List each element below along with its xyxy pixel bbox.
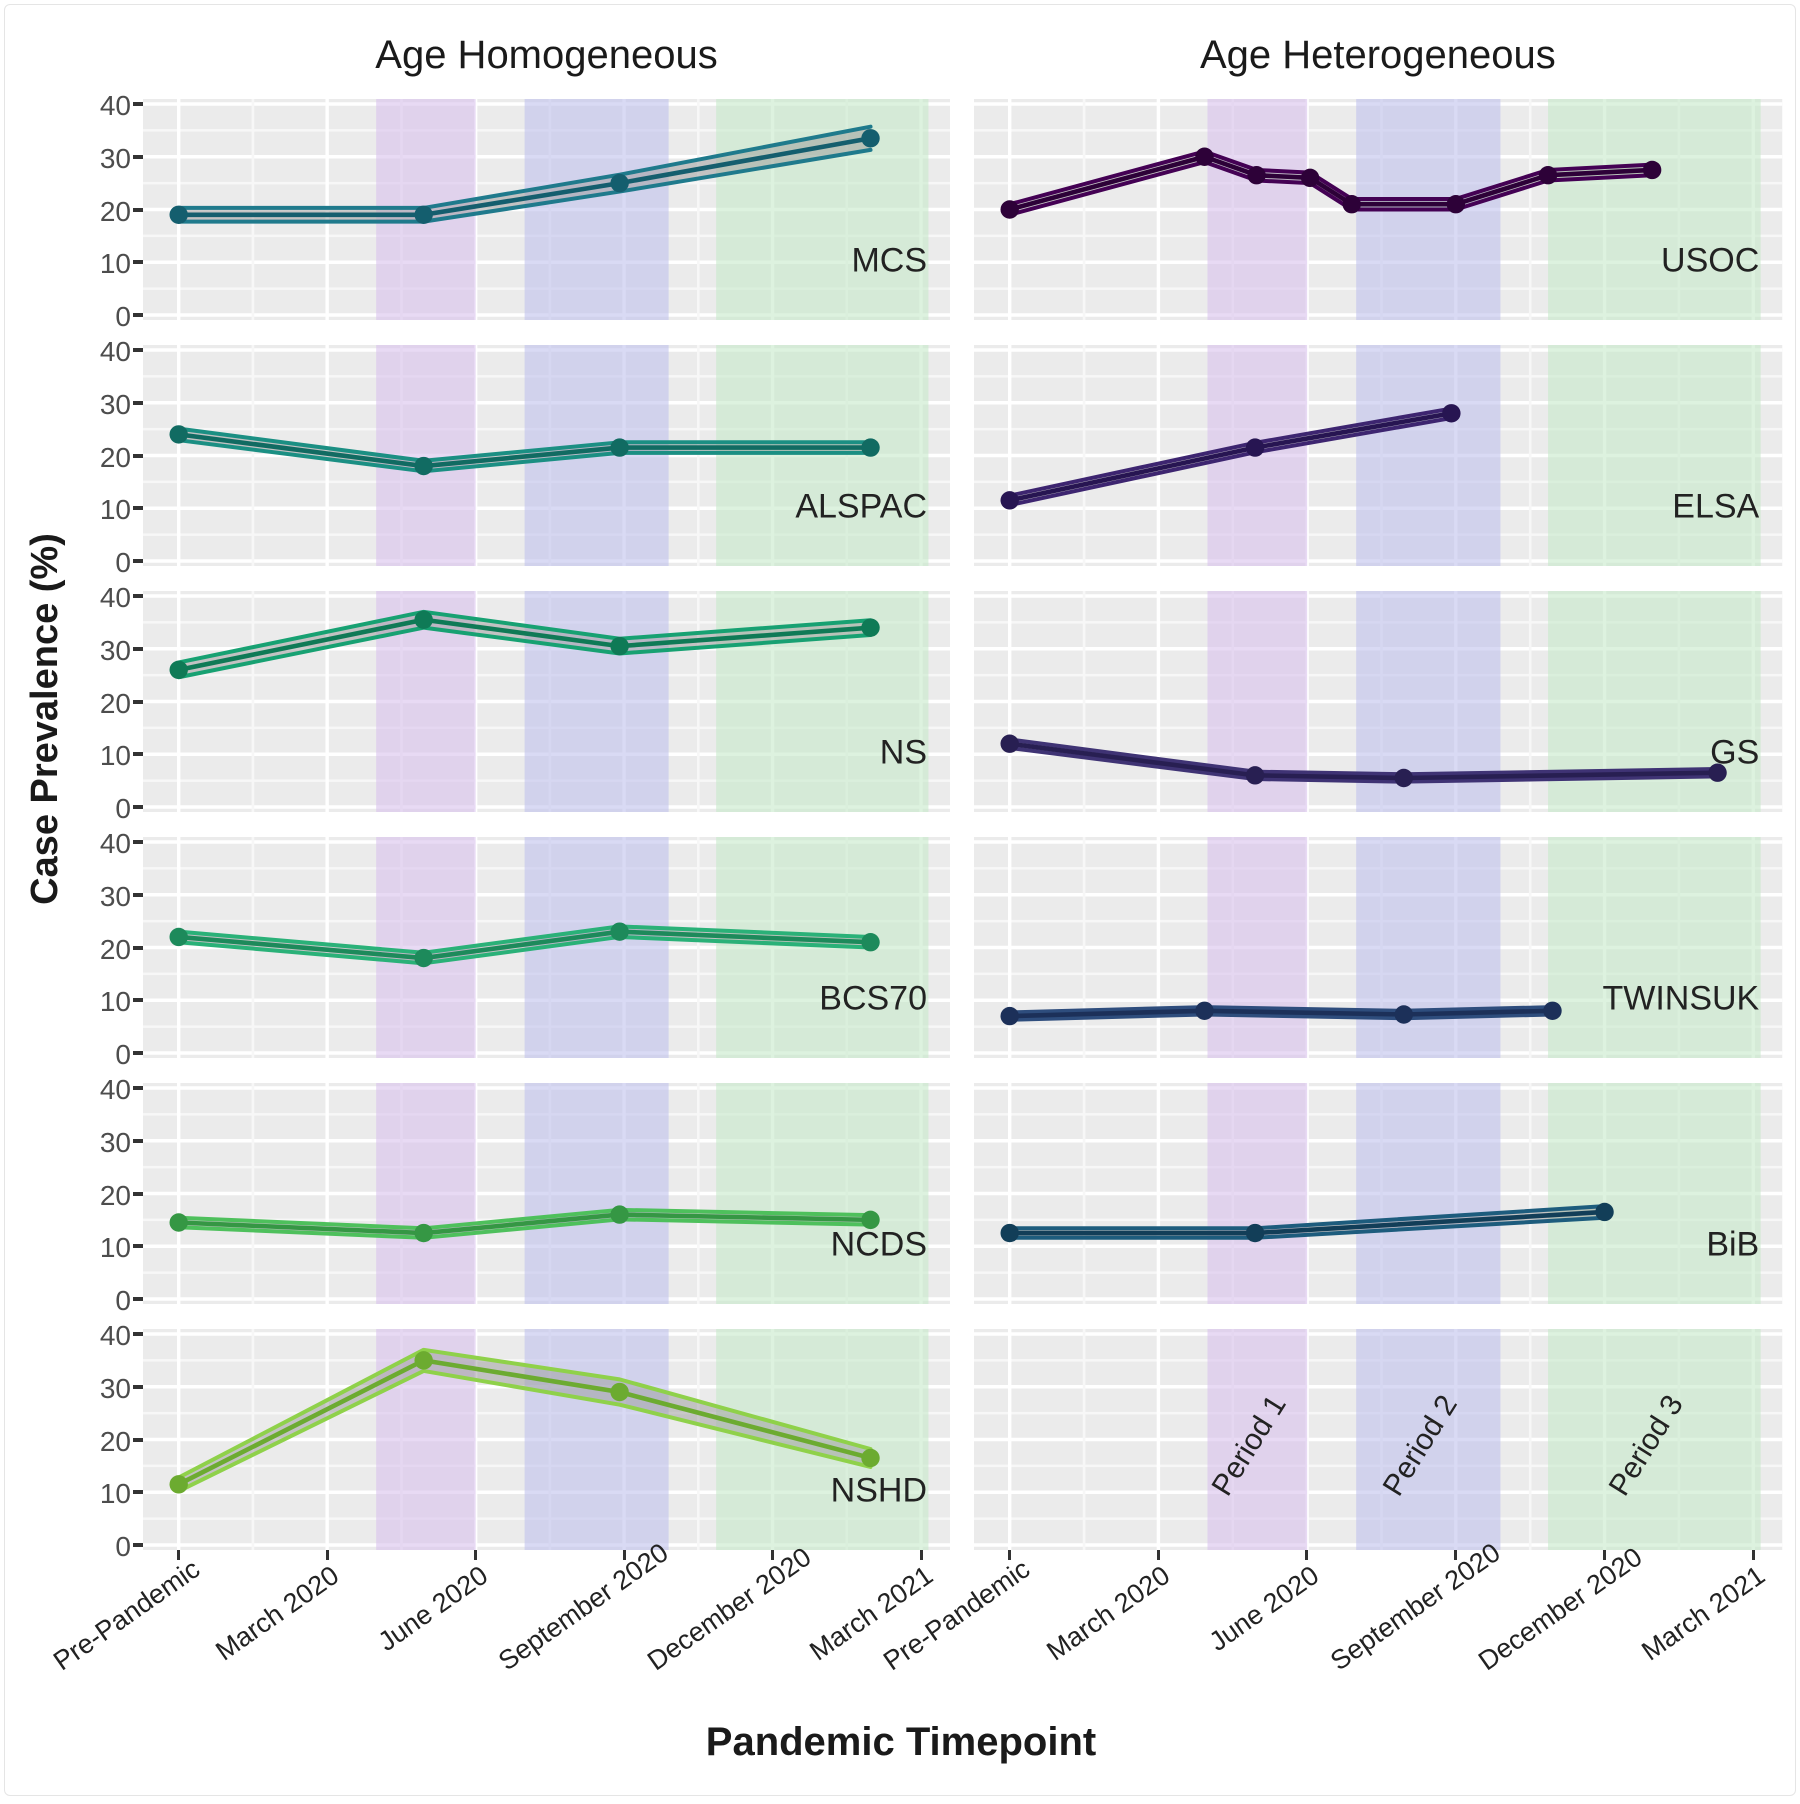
svg-text:MCS: MCS bbox=[851, 242, 927, 280]
svg-text:ALSPAC: ALSPAC bbox=[795, 488, 927, 526]
svg-text:NCDS: NCDS bbox=[831, 1226, 927, 1264]
svg-text:NSHD: NSHD bbox=[831, 1472, 927, 1510]
svg-text:GS: GS bbox=[1710, 734, 1759, 772]
svg-text:USOC: USOC bbox=[1661, 242, 1759, 280]
svg-text:NS: NS bbox=[880, 734, 927, 772]
svg-text:TWINSUK: TWINSUK bbox=[1602, 980, 1759, 1018]
svg-text:ELSA: ELSA bbox=[1672, 488, 1759, 526]
svg-text:BiB: BiB bbox=[1706, 1226, 1759, 1264]
svg-text:BCS70: BCS70 bbox=[819, 980, 927, 1018]
